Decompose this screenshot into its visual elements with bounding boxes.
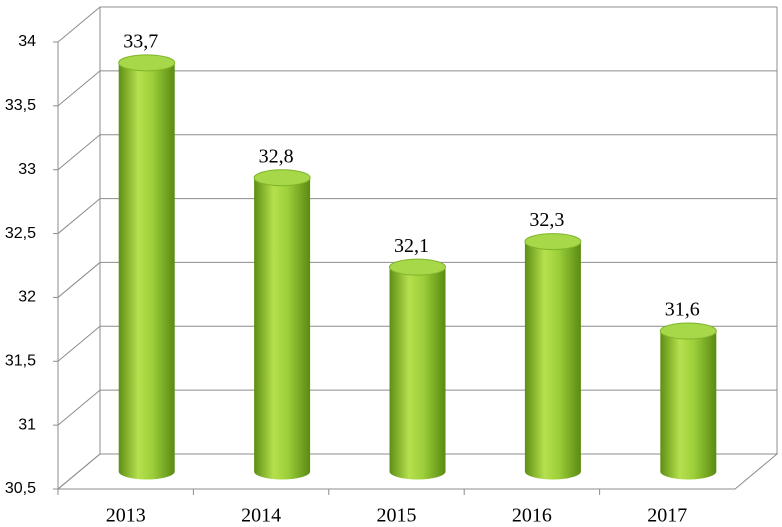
y-tick-label: 33 <box>18 161 36 178</box>
bar-top <box>524 233 582 251</box>
bar <box>389 267 446 480</box>
grid-line <box>57 6 777 43</box>
bar-top <box>118 54 176 72</box>
x-tick-label: 2015 <box>377 505 417 527</box>
bar <box>660 331 717 480</box>
y-tick-label: 31,5 <box>5 353 36 370</box>
y-tick-label: 32 <box>18 289 36 306</box>
value-label: 31,6 <box>665 299 700 321</box>
y-tick-label: 31 <box>18 416 36 433</box>
bar-top <box>253 169 311 187</box>
y-tick-label: 30,5 <box>5 480 36 497</box>
bar <box>524 241 581 480</box>
grid-line <box>57 134 777 171</box>
x-tick-label: 2017 <box>647 505 687 527</box>
x-tick-label: 2016 <box>512 505 552 527</box>
bar <box>254 177 311 480</box>
value-label: 32,8 <box>259 145 294 167</box>
y-tick-label: 34 <box>18 33 36 50</box>
x-tick-label: 2014 <box>241 505 281 527</box>
bar-top <box>659 322 717 340</box>
y-tick-label: 33,5 <box>5 97 36 114</box>
grid-line <box>57 198 777 234</box>
bar <box>118 62 175 480</box>
x-tick-label: 2013 <box>106 505 146 527</box>
grid-line <box>57 70 777 107</box>
value-label: 33,7 <box>123 30 158 52</box>
y-tick-label: 32,5 <box>5 225 36 242</box>
value-label: 32,3 <box>529 209 564 231</box>
value-label: 32,1 <box>394 235 429 257</box>
bar-top <box>389 258 446 276</box>
